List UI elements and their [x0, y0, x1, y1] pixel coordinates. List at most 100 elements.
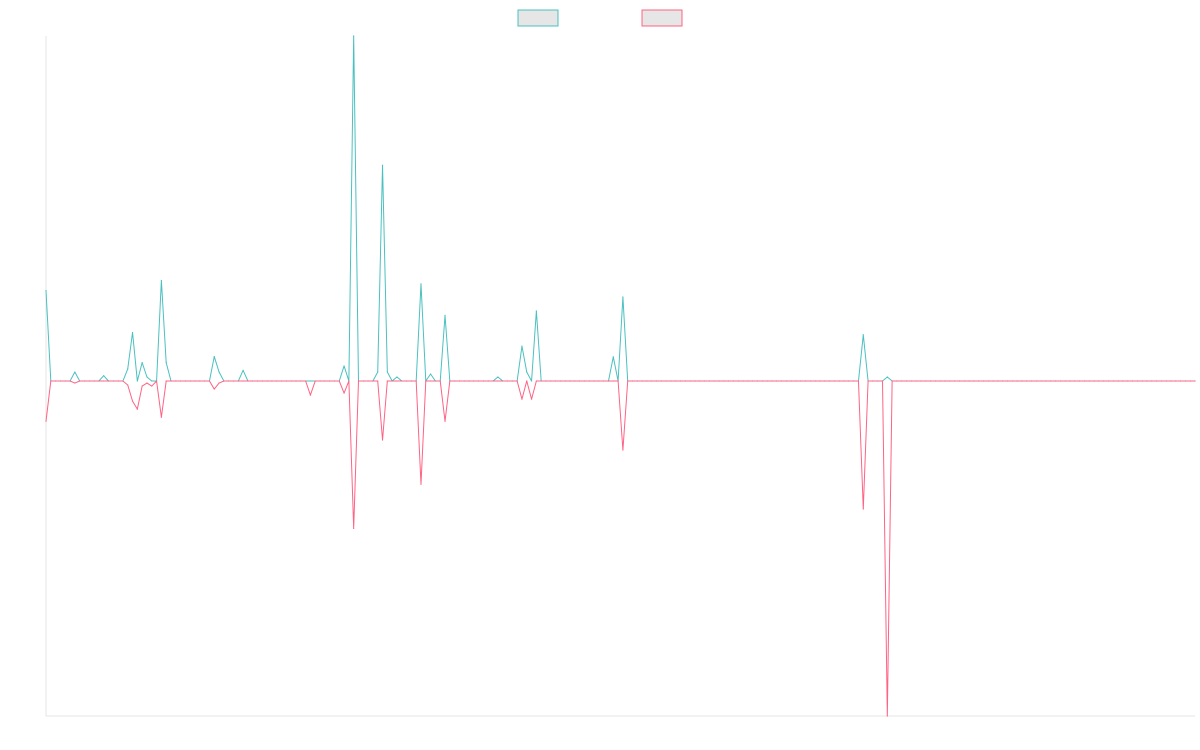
data-point[interactable] — [1179, 380, 1182, 382]
data-point[interactable] — [1011, 380, 1013, 382]
data-point[interactable] — [333, 380, 336, 382]
data-point[interactable] — [1064, 380, 1066, 382]
data-point[interactable] — [665, 380, 667, 382]
data-point[interactable] — [64, 380, 66, 382]
data-point[interactable] — [482, 380, 485, 382]
data-point[interactable] — [761, 380, 763, 382]
data-point[interactable] — [636, 380, 638, 382]
data-point[interactable] — [800, 380, 802, 382]
data-point[interactable] — [127, 384, 129, 386]
data-point[interactable] — [343, 365, 345, 367]
data-point[interactable] — [872, 380, 874, 382]
data-point[interactable] — [545, 380, 547, 382]
data-point[interactable] — [679, 380, 682, 382]
data-point[interactable] — [305, 380, 307, 382]
data-point[interactable] — [617, 380, 619, 382]
data-point[interactable] — [276, 380, 278, 382]
data-point[interactable] — [1045, 380, 1047, 382]
data-point[interactable] — [449, 380, 451, 382]
data-point[interactable] — [1098, 380, 1100, 382]
data-point[interactable] — [699, 380, 701, 382]
data-point[interactable] — [204, 380, 206, 382]
data-point[interactable] — [886, 715, 888, 717]
data-point[interactable] — [247, 380, 249, 382]
data-point[interactable] — [343, 392, 345, 394]
data-point[interactable] — [155, 380, 158, 382]
data-point[interactable] — [372, 380, 374, 382]
data-point[interactable] — [718, 380, 720, 382]
data-point[interactable] — [468, 380, 470, 382]
data-point[interactable] — [83, 380, 86, 382]
data-point[interactable] — [131, 400, 134, 402]
data-point[interactable] — [886, 376, 888, 378]
data-point[interactable] — [646, 380, 648, 382]
data-point[interactable] — [218, 371, 220, 373]
data-point[interactable] — [232, 380, 235, 382]
data-point[interactable] — [502, 380, 504, 382]
data-point[interactable] — [780, 380, 783, 382]
data-point[interactable] — [242, 380, 244, 382]
data-point[interactable] — [915, 380, 917, 382]
data-point[interactable] — [103, 380, 105, 382]
data-point[interactable] — [88, 380, 90, 382]
data-point[interactable] — [136, 380, 138, 382]
data-point[interactable] — [752, 380, 754, 382]
data-point[interactable] — [905, 380, 908, 382]
data-point[interactable] — [324, 380, 326, 382]
data-point[interactable] — [122, 380, 124, 382]
data-point[interactable] — [309, 394, 312, 396]
data-point[interactable] — [968, 380, 970, 382]
data-point[interactable] — [103, 375, 105, 377]
data-point[interactable] — [939, 380, 941, 382]
data-point[interactable] — [929, 380, 932, 382]
data-point[interactable] — [1136, 380, 1138, 382]
data-point[interactable] — [944, 380, 946, 382]
data-point[interactable] — [804, 380, 807, 382]
data-point[interactable] — [747, 380, 749, 382]
data-point[interactable] — [684, 380, 687, 382]
data-point[interactable] — [74, 382, 76, 384]
data-point[interactable] — [559, 380, 562, 382]
data-point[interactable] — [367, 380, 369, 382]
data-point[interactable] — [117, 380, 119, 382]
data-point[interactable] — [396, 376, 398, 378]
data-point[interactable] — [107, 380, 110, 382]
data-point[interactable] — [824, 380, 826, 382]
data-point[interactable] — [1069, 380, 1071, 382]
data-point[interactable] — [925, 380, 927, 382]
data-point[interactable] — [1103, 380, 1105, 382]
data-point[interactable] — [353, 527, 355, 530]
data-point[interactable] — [151, 385, 153, 387]
data-point[interactable] — [569, 380, 571, 382]
data-point[interactable] — [862, 508, 864, 510]
data-point[interactable] — [357, 380, 360, 382]
data-point[interactable] — [401, 380, 403, 382]
data-point[interactable] — [213, 355, 215, 358]
data-point[interactable] — [516, 380, 518, 382]
data-point[interactable] — [386, 380, 388, 382]
data-point[interactable] — [199, 380, 201, 382]
data-point[interactable] — [819, 380, 821, 382]
data-point[interactable] — [1170, 380, 1172, 382]
data-point[interactable] — [675, 380, 677, 382]
data-point[interactable] — [756, 380, 759, 382]
data-point[interactable] — [540, 380, 542, 382]
data-point[interactable] — [377, 371, 379, 373]
data-point[interactable] — [271, 380, 273, 382]
data-point[interactable] — [266, 380, 268, 382]
data-point[interactable] — [579, 380, 581, 382]
data-point[interactable] — [564, 380, 566, 382]
data-point[interactable] — [992, 380, 994, 382]
data-point[interactable] — [45, 420, 47, 422]
data-point[interactable] — [492, 380, 494, 382]
data-point[interactable] — [901, 380, 903, 382]
data-point[interactable] — [641, 380, 643, 382]
data-point[interactable] — [963, 380, 965, 382]
data-point[interactable] — [848, 380, 850, 382]
data-point[interactable] — [444, 314, 446, 316]
data-point[interactable] — [526, 371, 528, 373]
data-point[interactable] — [136, 408, 138, 410]
data-point[interactable] — [430, 373, 432, 375]
data-point[interactable] — [877, 380, 879, 382]
legend-swatch-2[interactable] — [641, 9, 683, 27]
